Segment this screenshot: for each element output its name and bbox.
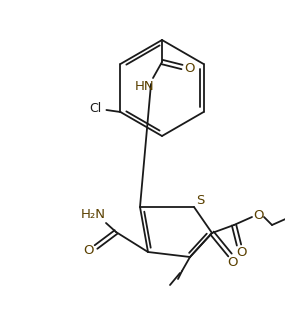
Text: O: O <box>83 243 93 256</box>
Text: HN: HN <box>135 79 155 92</box>
Text: Cl: Cl <box>89 101 101 115</box>
Text: O: O <box>228 256 238 269</box>
Text: O: O <box>237 245 247 259</box>
Text: O: O <box>185 61 195 74</box>
Text: O: O <box>254 209 264 222</box>
Text: S: S <box>196 193 204 206</box>
Text: H₂N: H₂N <box>80 208 105 221</box>
